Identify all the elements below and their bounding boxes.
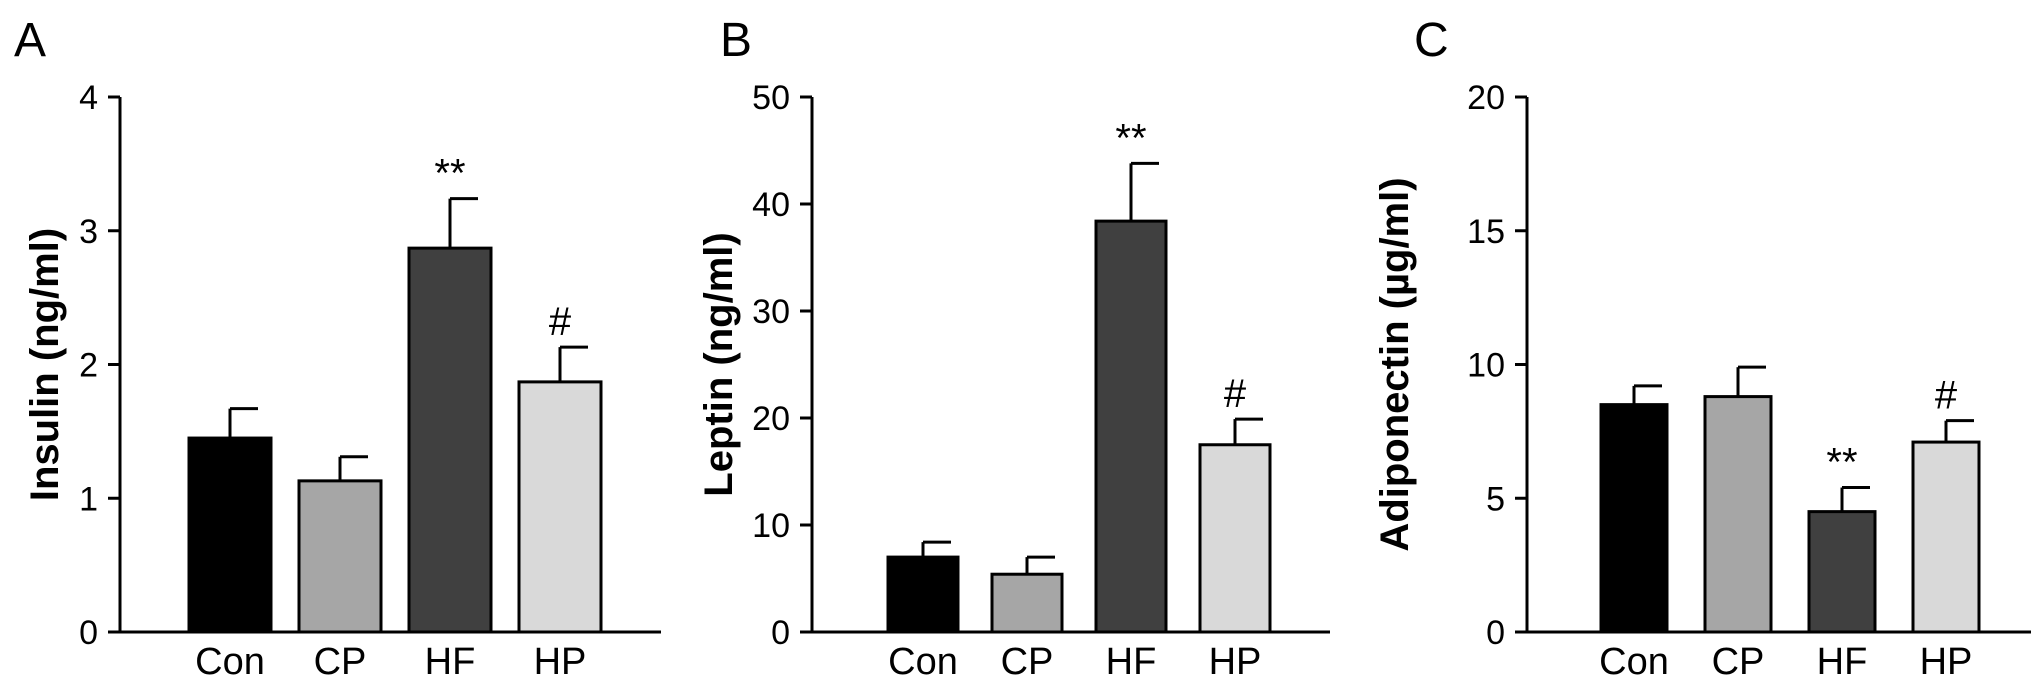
panel-c-y-tick-label: 20 <box>1467 79 1505 117</box>
panel-c-bar-cp <box>1703 395 1773 634</box>
panel-a-bar-hf <box>407 246 493 634</box>
panel-b-y-tick-label: 0 <box>771 614 790 652</box>
panel-a-y-tick-label: 3 <box>79 213 98 251</box>
panel-a-significance-hp: # <box>549 300 572 344</box>
panel-b-x-tick-label-con: Con <box>888 641 958 683</box>
panel-a-y-axis-title: Insulin (ng/ml) <box>23 228 67 501</box>
panel-a-bar-con <box>187 436 273 634</box>
panel-b-bar-hf <box>1094 219 1168 634</box>
panel-a-y-tick-label: 1 <box>79 480 98 518</box>
panel-a-significance-hf: ** <box>434 152 465 196</box>
panel-a-x-tick-label-hp: HP <box>534 641 587 683</box>
panel-b-significance-hf: ** <box>1115 116 1146 160</box>
panel-c-x-tick-label-con: Con <box>1599 641 1669 683</box>
panel-a-y-tick-label: 4 <box>79 79 98 117</box>
panel-b-y-tick-label: 50 <box>752 79 790 117</box>
panel-a-x-tick-label-cp: CP <box>314 641 367 683</box>
panel-b-x-tick-label-hf: HF <box>1106 641 1157 683</box>
panel-a-y-tick-label: 0 <box>79 614 98 652</box>
panel-b-letter: B <box>720 14 752 67</box>
panel-b-bar-con <box>886 555 960 634</box>
panel-c-significance-hp: # <box>1935 374 1958 418</box>
panel-b-significance-hp: # <box>1224 372 1247 416</box>
panel-a-y-tick-label: 2 <box>79 347 98 385</box>
panel-c-y-tick-label: 15 <box>1467 213 1505 251</box>
panel-c-significance-hf: ** <box>1826 441 1857 485</box>
panel-a-x-tick-label-con: Con <box>195 641 265 683</box>
panel-b-y-tick-label: 20 <box>752 400 790 438</box>
panel-c-x-tick-label-hf: HF <box>1817 641 1868 683</box>
panel-c-bar-hp <box>1911 440 1981 634</box>
panel-b-y-tick-label: 10 <box>752 507 790 545</box>
panel-c-y-axis-title: Adiponectin (µg/ml) <box>1373 177 1417 551</box>
panel-b-x-tick-label-hp: HP <box>1209 641 1262 683</box>
panel-c-letter: C <box>1414 14 1449 67</box>
panel-c-x-tick-label-hp: HP <box>1920 641 1973 683</box>
panel-b-y-tick-label: 30 <box>752 293 790 331</box>
panel-c-bar-con <box>1599 403 1669 634</box>
panel-c-y-tick-label: 0 <box>1486 614 1505 652</box>
panel-a-x-tick-label-hf: HF <box>425 641 476 683</box>
panel-c-y-tick-label: 10 <box>1467 347 1505 385</box>
panel-a-bar-cp <box>297 479 383 634</box>
panel-c-x-tick-label-cp: CP <box>1712 641 1765 683</box>
panel-c-y-tick-label: 5 <box>1486 480 1505 518</box>
panel-b-bar-hp <box>1198 443 1272 634</box>
panel-b-x-tick-label-cp: CP <box>1001 641 1054 683</box>
panel-a-letter: A <box>14 14 46 67</box>
panel-c-bar-hf <box>1807 510 1877 634</box>
panel-a-bar-hp <box>517 380 603 634</box>
panel-b-bar-cp <box>990 572 1064 634</box>
panel-b-y-tick-label: 40 <box>752 186 790 224</box>
panel-b-y-axis-title: Leptin (ng/ml) <box>697 232 741 496</box>
